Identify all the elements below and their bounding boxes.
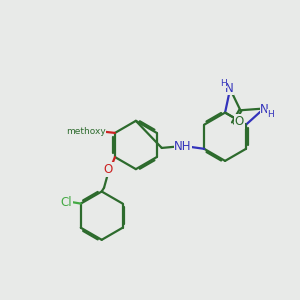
Text: O: O xyxy=(96,125,105,138)
Text: Cl: Cl xyxy=(61,196,73,208)
Text: NH: NH xyxy=(174,140,192,153)
Text: H: H xyxy=(267,110,274,119)
Text: O: O xyxy=(104,163,113,176)
Text: N: N xyxy=(260,103,269,116)
Text: N: N xyxy=(225,82,234,95)
Text: CH₃: CH₃ xyxy=(86,126,104,136)
Text: O: O xyxy=(235,115,244,128)
Text: H: H xyxy=(220,79,227,88)
Text: methoxy: methoxy xyxy=(66,127,105,136)
